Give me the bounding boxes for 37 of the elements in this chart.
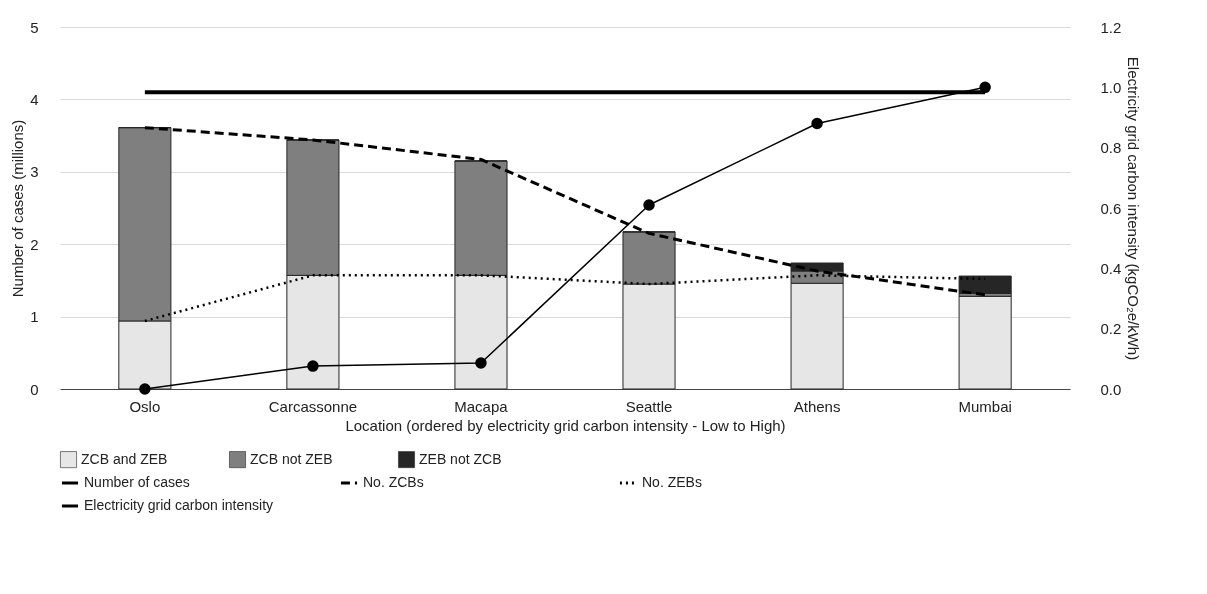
x-tick-label: Mumbai: [958, 397, 1012, 415]
bar: [958, 275, 1012, 294]
point: [643, 199, 655, 211]
legend-label: ZCB and ZEB: [81, 450, 168, 467]
legend-label: No. ZCBs: [363, 474, 424, 490]
legend-label: Number of cases: [84, 474, 190, 490]
y2-tick-label: 0.8: [1100, 139, 1122, 157]
legend-label: ZEB not ZCB: [419, 450, 502, 467]
x-tick-label: Athens: [793, 397, 841, 415]
legend-label: No. ZEBs: [642, 474, 702, 490]
legend-label: Electricity grid carbon intensity: [84, 497, 274, 513]
y-axis-title: Number of cases (millions): [9, 119, 27, 298]
y2-tick-label: 1.0: [1100, 78, 1122, 96]
point: [979, 81, 991, 94]
y2-tick-label: 0.4: [1100, 259, 1122, 277]
point: [307, 360, 319, 372]
y2-tick-label: 0.0: [1100, 380, 1122, 398]
point: [139, 383, 151, 395]
x-tick-label: Macapa: [454, 397, 509, 415]
point: [811, 117, 823, 130]
legend-label: ZCB not ZEB: [250, 450, 333, 467]
y2-axis-title: Electricity grid carbon intensity (kgCO₂e/kWh): [1125, 56, 1143, 361]
y-tick-label: 4: [30, 90, 39, 108]
y2-tick-label: 1.2: [1100, 18, 1122, 36]
y-tick-label: 5: [30, 18, 39, 36]
x-axis-title: Location (ordered by electricity grid carbon intensity - Low to High): [345, 416, 786, 434]
y2-tick-label: 0.2: [1100, 320, 1122, 338]
x-tick-label: Oslo: [129, 397, 161, 415]
y-tick-label: 2: [30, 235, 39, 253]
y-tick-label: 1: [30, 308, 39, 326]
bar: [958, 295, 1012, 390]
y-tick-label: 3: [30, 163, 39, 181]
y2-tick-label: 0.6: [1100, 199, 1122, 217]
x-tick-label: Carcassonne: [268, 397, 358, 415]
x-tick-label: Seattle: [625, 397, 673, 415]
y-tick-label: 0: [30, 380, 39, 398]
point: [475, 357, 487, 369]
